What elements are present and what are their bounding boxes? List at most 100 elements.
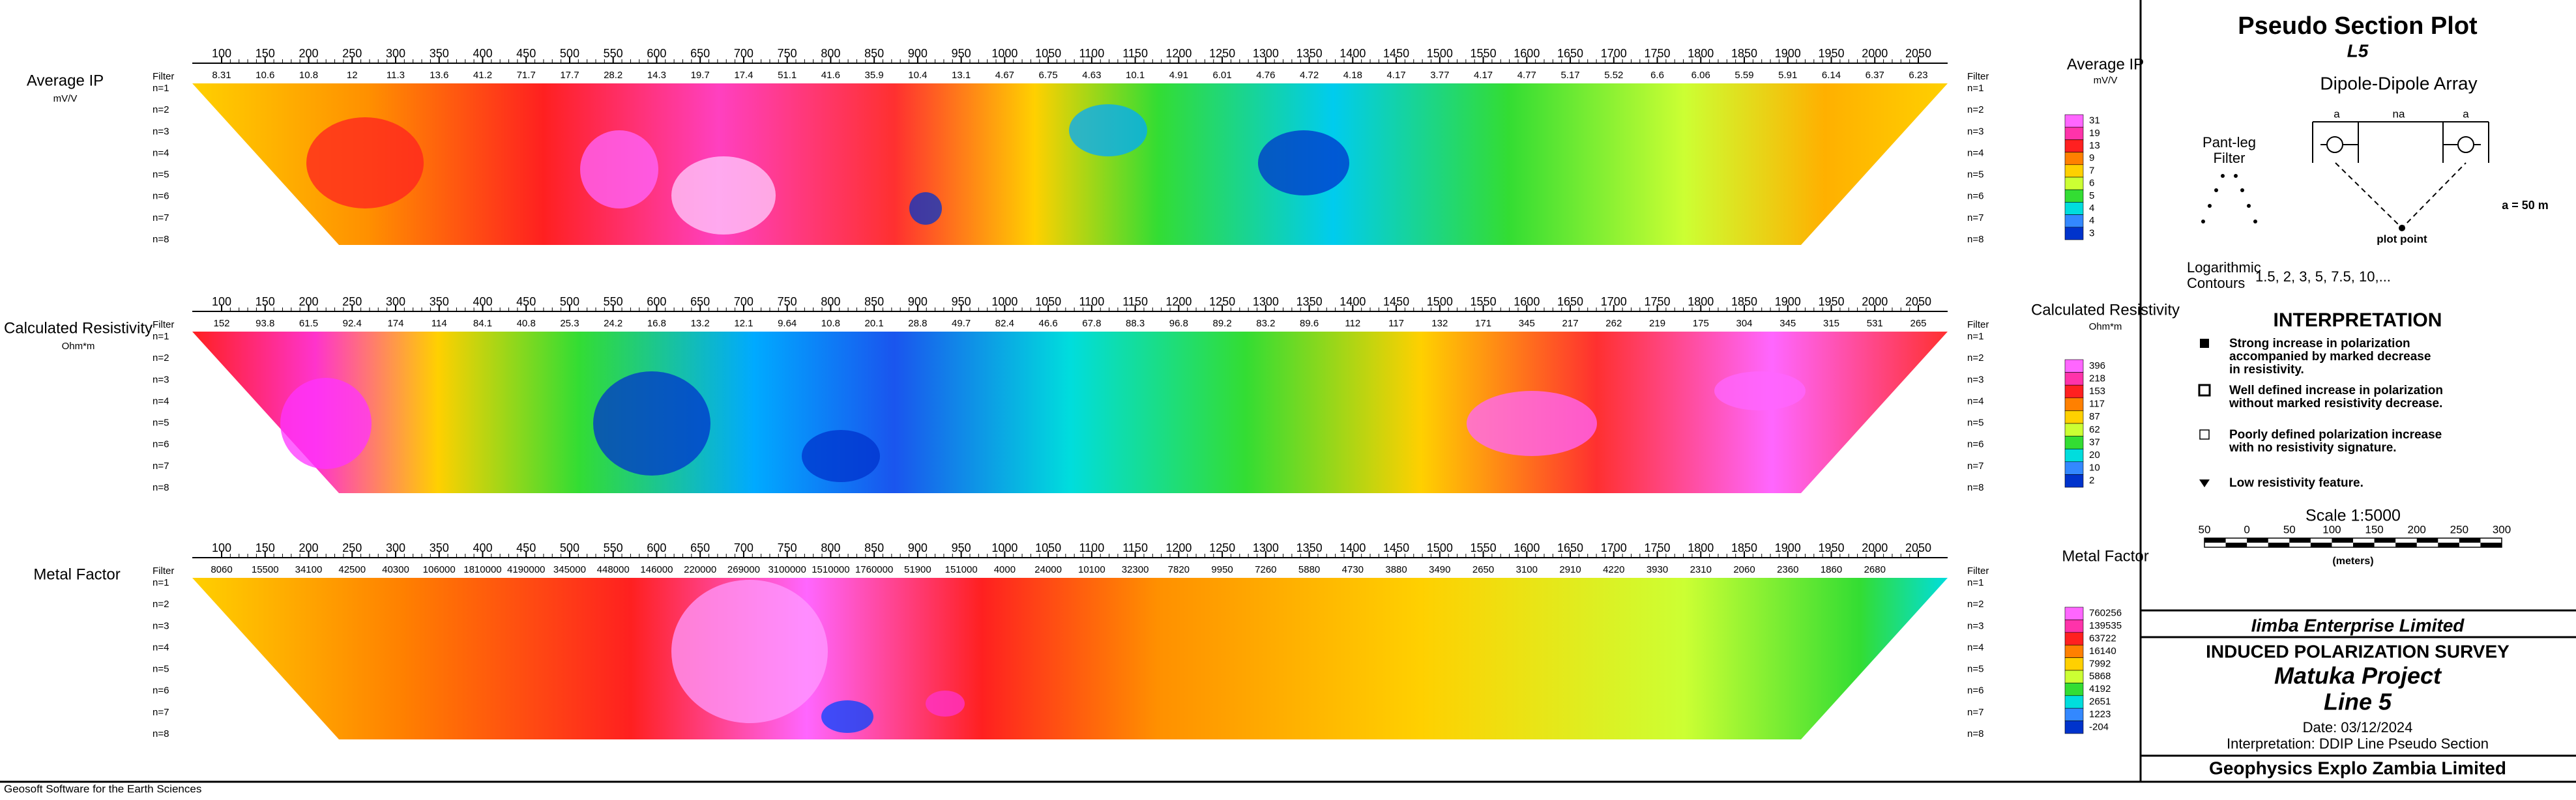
scale-segment	[2310, 543, 2332, 547]
contour-levels: 1.5, 2, 3, 5, 7.5, 10,...	[2255, 268, 2391, 285]
station-label: 750	[778, 47, 797, 60]
scale-segment	[2289, 538, 2311, 543]
top-value: 152	[213, 318, 229, 329]
station-label: 1050	[1035, 541, 1061, 554]
line-title: Line 5	[2324, 689, 2392, 715]
row-label: n=8	[153, 728, 169, 739]
symbol	[2199, 479, 2210, 487]
spacing-label: a = 50 m	[2502, 199, 2549, 212]
top-value: 71.7	[517, 70, 536, 81]
legend-label: 7	[2089, 165, 2094, 176]
legend-swatch	[2064, 177, 2084, 190]
scale-segment	[2395, 543, 2417, 547]
station-label: 1400	[1339, 541, 1366, 554]
station-label: 600	[647, 47, 666, 60]
anomaly	[1069, 104, 1147, 156]
legend-label: 7992	[2089, 658, 2111, 669]
top-value: 345	[1519, 318, 1535, 329]
legend-label: 9	[2089, 152, 2094, 164]
top-value: 448000	[597, 564, 630, 575]
legend-swatch	[2064, 474, 2084, 488]
top-value: 2910	[1559, 564, 1581, 575]
station-label: 2000	[1862, 47, 1888, 60]
row-label: n=4	[153, 395, 169, 407]
station-label: 1650	[1557, 295, 1583, 308]
top-value: 88.3	[1126, 318, 1145, 329]
legend-swatch	[2064, 359, 2084, 373]
station-label: 850	[864, 295, 884, 308]
top-value: 28.2	[604, 70, 622, 81]
legend-label: 153	[2089, 386, 2105, 397]
top-value: 10.8	[299, 70, 318, 81]
row-label: n=2	[153, 352, 169, 364]
station-label: 1050	[1035, 47, 1061, 60]
legend-swatch	[2064, 436, 2084, 450]
station-label: 1450	[1383, 541, 1409, 554]
top-value: 7260	[1255, 564, 1276, 575]
anomaly	[593, 371, 710, 476]
row-label: n=7	[153, 707, 169, 718]
row-label: n=5	[1967, 169, 1983, 180]
row-label: n=1	[1967, 577, 1983, 588]
top-value: 46.6	[1039, 318, 1058, 329]
station-label: 650	[690, 295, 710, 308]
top-value: 1860	[1821, 564, 1842, 575]
top-value: 2310	[1690, 564, 1712, 575]
station-label: 800	[821, 47, 840, 60]
top-value: 34100	[295, 564, 323, 575]
top-value: 40300	[382, 564, 409, 575]
client: Iimba Enterprise Limited	[2251, 615, 2465, 635]
row-label: n=7	[1967, 707, 1983, 718]
top-value: 13.1	[952, 70, 971, 81]
legend-title: Metal Factor	[2062, 547, 2148, 565]
station-label: 800	[821, 541, 840, 554]
array-diagram	[2312, 121, 2489, 231]
panel-title: Metal Factor	[33, 565, 120, 583]
top-value: 1510000	[812, 564, 849, 575]
top-value: 2360	[1777, 564, 1798, 575]
symbol	[2200, 339, 2209, 348]
row-label: n=6	[1967, 439, 1983, 450]
top-value: 61.5	[299, 318, 318, 329]
station-label: 950	[952, 541, 971, 554]
anomaly	[580, 130, 658, 208]
top-value: 1760000	[855, 564, 893, 575]
top-value: 15500	[252, 564, 279, 575]
station-label: 1650	[1557, 47, 1583, 60]
station-label: 600	[647, 541, 666, 554]
legend-label: 1223	[2089, 709, 2111, 720]
top-value: 20.1	[865, 318, 884, 329]
top-value: 4.91	[1169, 70, 1188, 81]
station-label: 1450	[1383, 47, 1409, 60]
top-value: 28.8	[908, 318, 927, 329]
row-label: n=7	[1967, 212, 1983, 223]
station-label: 100	[212, 47, 231, 60]
legend-label: 139535	[2089, 620, 2122, 631]
station-label: 1950	[1818, 47, 1844, 60]
interpretation-item: Low resistivity feature.	[2229, 476, 2364, 490]
top-value: 13.6	[430, 70, 448, 81]
top-value: 4.63	[1082, 70, 1101, 81]
top-value: 41.6	[821, 70, 840, 81]
legend-label: 37	[2089, 436, 2100, 448]
station-label: 1200	[1165, 47, 1192, 60]
scale-outline	[2204, 537, 2502, 548]
legend-label: 10	[2089, 463, 2100, 474]
legend-title: Calculated Resistivity	[2031, 301, 2180, 319]
top-value: 5.52	[1604, 70, 1623, 81]
legend-label: 20	[2089, 450, 2100, 461]
station-label: 300	[386, 295, 405, 308]
row-label: n=2	[1967, 352, 1983, 364]
scale-segment	[2332, 538, 2353, 543]
filter-label: Filter	[153, 319, 174, 330]
legend-label: 3	[2089, 227, 2094, 238]
pseudosection-field	[192, 578, 1948, 739]
top-value: 49.7	[952, 318, 971, 329]
legend-swatch	[2064, 227, 2084, 240]
station-label: 500	[560, 541, 579, 554]
station-label: 1250	[1209, 47, 1235, 60]
top-value: 9950	[1211, 564, 1233, 575]
top-value: 41.2	[473, 70, 492, 81]
row-label: n=8	[1967, 482, 1983, 493]
station-label: 1350	[1296, 541, 1323, 554]
